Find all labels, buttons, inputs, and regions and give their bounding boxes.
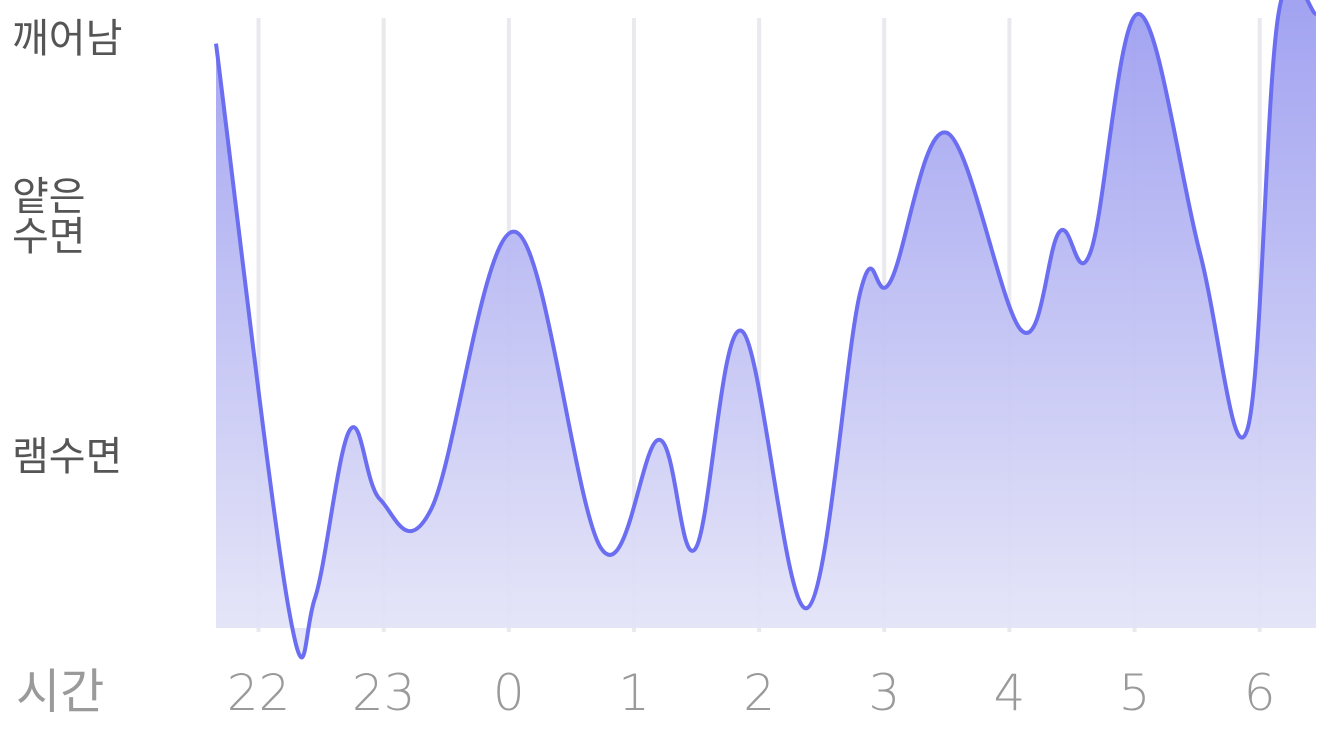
x-tick-6: 6 bbox=[1244, 664, 1276, 722]
x-tick-23: 23 bbox=[352, 664, 416, 722]
x-tick-4: 4 bbox=[993, 664, 1025, 722]
y-label-rem: 램수면 bbox=[12, 434, 122, 480]
sleep-stage-line bbox=[214, 0, 1318, 660]
x-tick-0: 0 bbox=[493, 664, 525, 722]
x-tick-1: 1 bbox=[618, 664, 650, 722]
x-axis-ticks: 시간 22 23 0 1 2 3 4 5 6 bbox=[16, 664, 1276, 722]
x-tick-5: 5 bbox=[1119, 664, 1151, 722]
x-tick-22: 22 bbox=[227, 664, 291, 722]
x-axis-title: 시간 bbox=[16, 664, 104, 720]
y-label-awake: 깨어남 bbox=[12, 16, 122, 62]
y-label-light-0: 얕은 bbox=[12, 174, 86, 220]
x-tick-2: 2 bbox=[743, 664, 775, 722]
y-label-light-1: 수면 bbox=[12, 214, 86, 260]
sleep-area bbox=[214, 0, 1318, 660]
sleep-area-fill bbox=[216, 0, 1316, 658]
x-tick-3: 3 bbox=[868, 664, 900, 722]
